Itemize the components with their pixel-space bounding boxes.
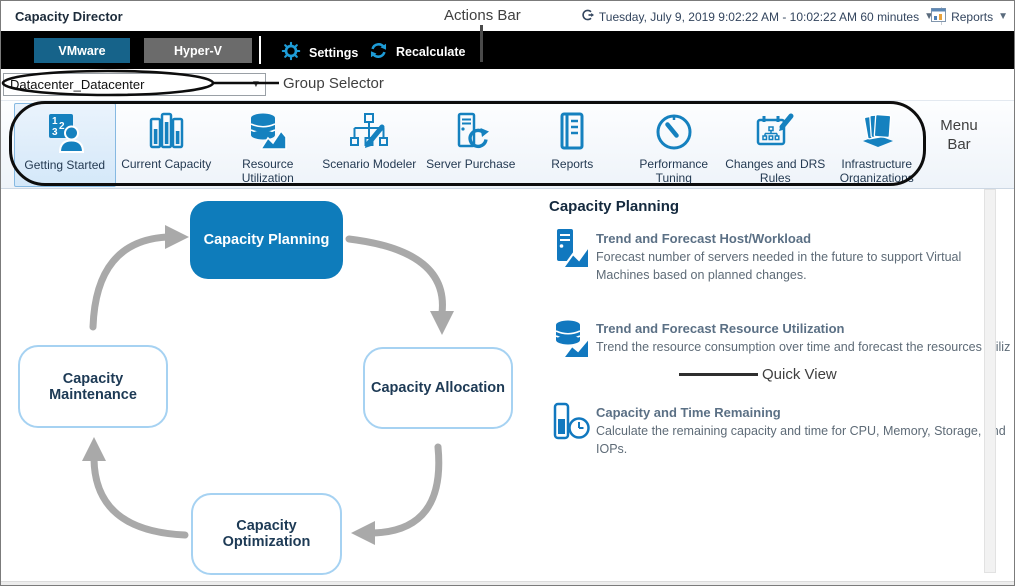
menu-item-label: Reports [551, 157, 594, 171]
quick-view-item-description: Trend the resource consumption over time… [596, 340, 1010, 354]
quick-view-title: Capacity Planning [549, 198, 680, 215]
group-selector-annotation-label: Group Selector [283, 75, 384, 92]
menu-item-label: Current Capacity [121, 157, 212, 171]
menu-bar-annotation-label: Menu Bar [940, 117, 978, 153]
vmware-tab[interactable]: VMware [34, 38, 130, 63]
database-trend-icon [550, 317, 594, 361]
recalculate-label: Recalculate [396, 45, 466, 59]
folders-stack-icon [855, 110, 899, 154]
hyperv-tab[interactable]: Hyper-V [144, 38, 252, 63]
refresh-icon [369, 41, 388, 63]
server-trend-icon [550, 227, 594, 271]
reports-menu-button[interactable]: Reports ▼ [931, 8, 1008, 25]
menu-item-label: Performance Tuning [639, 157, 709, 186]
quick-view-item-title[interactable]: Capacity and Time Remaining [596, 405, 781, 420]
getting-started-content: Capacity Planning Capacity Allocation Ca… [1, 189, 1014, 585]
getting-started-icon: 1 2 3 [43, 111, 87, 155]
recalculate-button[interactable]: Recalculate [369, 41, 465, 63]
quick-view-item-description: Forecast number of servers needed in the… [596, 250, 962, 282]
menu-item-label: Scenario Modeler [322, 157, 417, 171]
actions-bar-divider [259, 36, 261, 64]
actions-bar-annotation-line [480, 25, 483, 62]
group-selector-value: Datacenter_Datacenter [10, 77, 145, 92]
quick-view-item-title[interactable]: Trend and Forecast Host/Workload [596, 231, 812, 246]
settings-label: Settings [309, 45, 359, 60]
svg-text:3: 3 [52, 127, 58, 138]
calendar-pencil-icon [753, 110, 797, 154]
menu-item-server-purchase[interactable]: Server Purchase [420, 103, 522, 187]
chevron-down-icon: ▼ [998, 10, 1008, 22]
settings-button[interactable]: Settings [281, 41, 358, 64]
menu-item-label: Infrastructure Organizations [839, 157, 914, 186]
bar-chart-icon [144, 110, 188, 154]
menu-bar: 1 2 3 Getting Started [1, 100, 1014, 189]
cycle-node-label: Capacity Allocation [370, 380, 506, 396]
gauge-icon [652, 110, 696, 154]
menu-item-changes-drs-rules[interactable]: Changes and DRS Rules [725, 103, 827, 187]
menu-item-scenario-modeler[interactable]: Scenario Modeler [319, 103, 421, 187]
horizontal-scrollbar[interactable] [1, 581, 1014, 585]
quick-view-annotation-label: Quick View [762, 366, 837, 383]
battery-clock-icon [550, 401, 594, 445]
menu-item-performance-tuning[interactable]: Performance Tuning [623, 103, 725, 187]
org-chart-pencil-icon [347, 110, 391, 154]
chevron-down-icon: ▼ [251, 79, 261, 90]
vertical-scrollbar[interactable] [984, 189, 996, 573]
group-selector-row: Datacenter_Datacenter ▼ [1, 69, 1014, 100]
menu-items: 1 2 3 Getting Started [14, 103, 928, 187]
reports-label: Reports [951, 9, 994, 24]
cycle-node-capacity-optimization[interactable]: Capacity Optimization [191, 493, 342, 575]
actions-bar: VMware Hyper-V [1, 31, 1014, 69]
time-range-label: Tuesday, July 9, 2019 9:02:22 AM - 10:02… [598, 9, 920, 24]
menu-item-label: Resource Utilization [241, 157, 294, 186]
menu-item-reports[interactable]: Reports [522, 103, 624, 187]
cycle-node-capacity-maintenance[interactable]: Capacity Maintenance [18, 345, 168, 428]
quick-view-annotation-line [679, 373, 758, 376]
menu-item-label: Getting Started [24, 158, 106, 172]
quick-view-item-description: Calculate the remaining capacity and tim… [596, 424, 1006, 456]
cycle-node-capacity-planning[interactable]: Capacity Planning [190, 201, 343, 279]
actions-bar-annotation-label: Actions Bar [444, 7, 521, 24]
cycle-node-label: Capacity Planning [203, 232, 330, 248]
chevron-down-icon: ▼ [924, 10, 934, 22]
svg-text:1: 1 [52, 116, 58, 127]
menu-item-resource-utilization[interactable]: Resource Utilization [217, 103, 319, 187]
group-selector-dropdown[interactable]: Datacenter_Datacenter ▼ [3, 73, 266, 96]
menu-item-infrastructure-organizations[interactable]: Infrastructure Organizations [826, 103, 928, 187]
menu-item-label: Changes and DRS Rules [725, 157, 826, 186]
svg-text:2: 2 [59, 121, 65, 132]
page-title: Capacity Director [15, 9, 123, 24]
reports-icon [931, 8, 947, 25]
menu-item-label: Server Purchase [426, 157, 516, 171]
quick-view-item-title[interactable]: Trend and Forecast Resource Utilization [596, 321, 845, 336]
cycle-arrows [82, 225, 454, 545]
database-chart-icon [246, 110, 290, 154]
time-range-selector[interactable]: Tuesday, July 9, 2019 9:02:22 AM - 10:02… [580, 8, 934, 25]
menu-item-current-capacity[interactable]: Current Capacity [116, 103, 218, 187]
clock-forward-icon [580, 8, 594, 25]
menu-item-getting-started[interactable]: 1 2 3 Getting Started [14, 103, 116, 187]
server-refresh-icon [449, 110, 493, 154]
cycle-node-label: Capacity Maintenance [49, 370, 137, 403]
cycle-node-label: Capacity Optimization [222, 518, 311, 550]
gear-icon [281, 41, 301, 64]
cycle-node-capacity-allocation[interactable]: Capacity Allocation [363, 347, 513, 429]
report-book-icon [550, 110, 594, 154]
